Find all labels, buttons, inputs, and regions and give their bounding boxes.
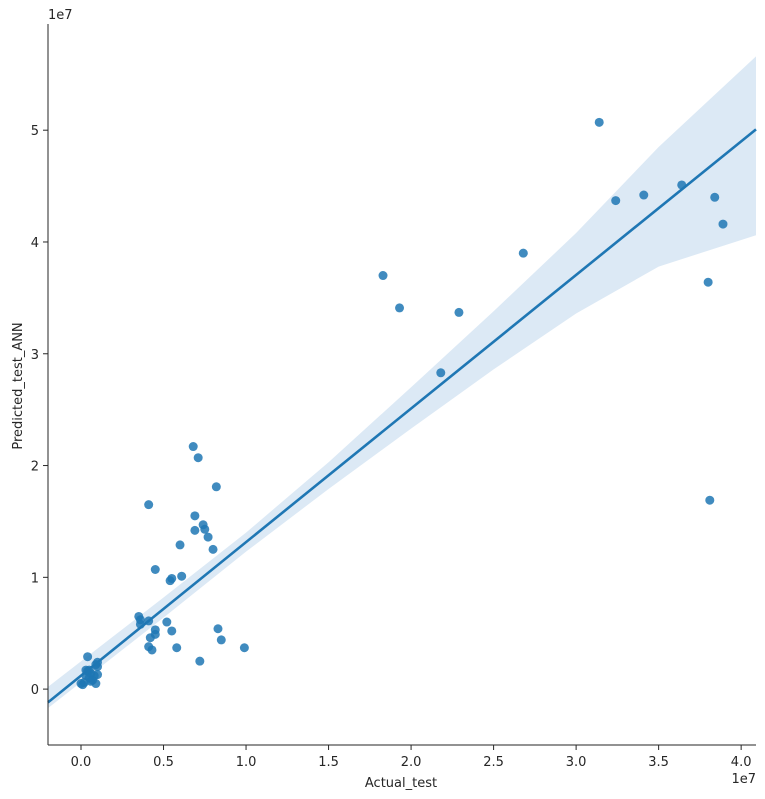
data-point (147, 645, 157, 655)
data-point (208, 544, 218, 554)
x-tick-label: 1.5 (318, 755, 339, 770)
data-point (195, 656, 205, 666)
x-ticks-layer: 0.0 0.5 1.0 1.5 2.0 2.5 3.0 3.5 4.0 (71, 745, 752, 770)
data-point (594, 117, 604, 127)
data-point (144, 500, 154, 510)
x-tick-label: 2.0 (401, 755, 422, 770)
data-point (677, 180, 687, 190)
x-tick-label: 0.5 (153, 755, 174, 770)
y-tick-label: 3 (31, 348, 39, 363)
data-point (150, 625, 160, 635)
axes-layer (47, 24, 756, 746)
data-point (454, 307, 464, 317)
data-point (718, 219, 728, 229)
y-axis-label: Predicted_test_ANN (11, 322, 26, 449)
y-tick-label: 2 (31, 460, 39, 475)
regression-line (47, 128, 757, 704)
data-point (190, 511, 200, 521)
data-point (639, 190, 649, 200)
data-point (144, 616, 154, 626)
y-tick-label: 1 (31, 571, 39, 586)
x-offset-label: 1e7 (731, 772, 756, 787)
data-point (86, 676, 96, 686)
confidence-band (48, 56, 756, 709)
y-tick-label: 5 (31, 124, 39, 139)
data-point (81, 665, 91, 675)
data-point (190, 525, 200, 535)
data-point (518, 248, 528, 258)
data-point (200, 524, 210, 534)
data-point (188, 442, 198, 452)
data-points-layer (76, 117, 728, 690)
data-point (703, 277, 713, 287)
data-point (93, 657, 103, 667)
x-tick-label: 2.5 (483, 755, 504, 770)
data-point (211, 482, 221, 492)
y-tick-label: 0 (31, 683, 39, 698)
data-point (203, 532, 213, 542)
x-axis-label: Actual_test (365, 776, 437, 791)
data-point (162, 617, 172, 627)
data-point (150, 565, 160, 575)
data-point (395, 303, 405, 313)
data-point (135, 615, 145, 625)
data-point (239, 643, 249, 653)
regression-line-layer (47, 128, 757, 704)
data-point (611, 196, 621, 206)
data-point (167, 573, 177, 583)
data-point (177, 571, 187, 581)
data-point (436, 368, 446, 378)
confidence-band-layer (48, 56, 756, 709)
data-point (83, 652, 93, 662)
data-point (193, 453, 203, 463)
data-point (710, 192, 720, 202)
data-point (172, 643, 182, 653)
x-tick-label: 3.5 (648, 755, 669, 770)
y-tick-label: 4 (31, 236, 39, 251)
data-point (167, 626, 177, 636)
data-point (175, 540, 185, 550)
y-ticks-layer: 0 1 2 3 4 5 (31, 124, 48, 698)
data-point (93, 670, 103, 680)
data-point (705, 495, 715, 505)
data-point (216, 635, 226, 645)
x-tick-label: 1.0 (236, 755, 257, 770)
data-point (378, 271, 388, 281)
x-tick-label: 4.0 (731, 755, 752, 770)
x-tick-label: 0.0 (71, 755, 92, 770)
x-tick-label: 3.0 (566, 755, 587, 770)
y-offset-label: 1e7 (48, 8, 73, 23)
data-point (213, 624, 223, 634)
